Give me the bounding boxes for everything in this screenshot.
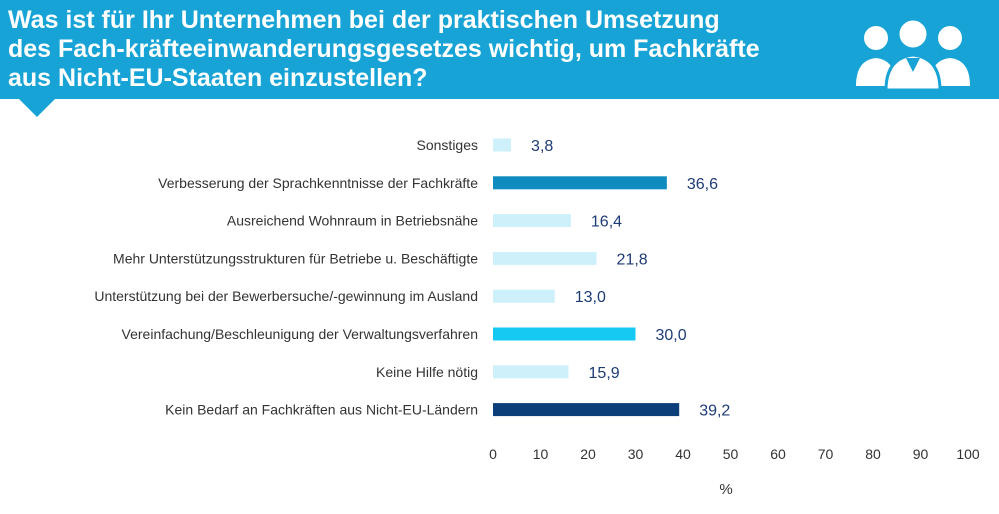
x-tick-label: 90	[913, 446, 929, 462]
bar	[493, 251, 597, 265]
bar	[493, 403, 680, 417]
bar	[493, 289, 555, 303]
value-label: 39,2	[699, 403, 730, 420]
value-label: 21,8	[617, 251, 648, 268]
bar	[493, 327, 636, 341]
chart-title: Was ist für Ihr Unternehmen bei der prak…	[8, 6, 760, 92]
x-tick-label: 0	[489, 446, 497, 462]
x-tick-label: 30	[628, 446, 644, 462]
category-label: Sonstiges	[417, 137, 478, 153]
x-tick-label: 40	[675, 446, 691, 462]
value-label: 36,6	[687, 176, 718, 193]
category-label: Unterstützung bei der Bewerbersuche/-gew…	[94, 288, 478, 304]
bar	[493, 365, 569, 379]
x-tick-label: 50	[723, 446, 739, 462]
x-tick-label: 20	[580, 446, 596, 462]
x-tick-label: 100	[956, 446, 980, 462]
category-label: Verbesserung der Sprachkenntnisse der Fa…	[158, 175, 478, 191]
bar	[493, 138, 512, 152]
category-label: Vereinfachung/Beschleunigung der Verwalt…	[122, 326, 478, 342]
x-tick-label: 70	[818, 446, 834, 462]
x-tick-label: 10	[533, 446, 549, 462]
value-label: 30,0	[656, 327, 687, 344]
x-axis-unit-label: %	[719, 481, 732, 498]
bar-chart: Sonstiges Verbesserung der Sprachkenntnis…	[94, 137, 980, 498]
bar	[493, 176, 667, 190]
value-label: 3,8	[531, 138, 553, 155]
value-label: 15,9	[589, 365, 620, 382]
category-label: Ausreichend Wohnraum in Betriebsnähe	[227, 213, 478, 229]
header-banner: Was ist für Ihr Unternehmen bei der prak…	[0, 0, 999, 99]
x-tick-label: 60	[770, 446, 786, 462]
value-label: 16,4	[591, 214, 622, 231]
category-label: Keine Hilfe nötig	[376, 364, 478, 380]
people-group-icon	[856, 17, 970, 92]
header-pointer	[19, 99, 55, 117]
bar	[493, 214, 571, 228]
x-tick-label: 80	[865, 446, 881, 462]
value-label: 13,0	[575, 289, 606, 306]
category-label: Kein Bedarf an Fachkräften aus Nicht-EU-…	[165, 402, 478, 418]
category-label: Mehr Unterstützungsstrukturen für Betrie…	[113, 250, 478, 266]
